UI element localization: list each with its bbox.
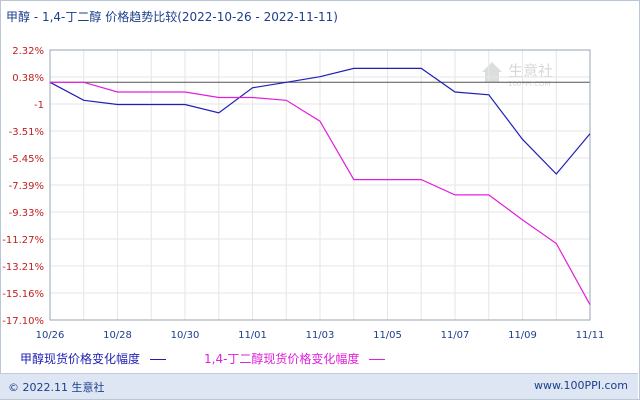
- x-tick-label: 10/26: [36, 330, 65, 341]
- watermark-house-icon: [482, 62, 502, 82]
- footer-copyright: © 2022.11 生意社: [8, 381, 105, 394]
- x-tick-label: 11/11: [576, 330, 605, 341]
- y-tick-label: -15.16%: [2, 289, 44, 300]
- y-tick-label: 0.38%: [12, 73, 44, 84]
- y-tick-label: -17.10%: [2, 316, 44, 327]
- y-tick-label: -5.45%: [9, 154, 44, 165]
- footer-bar: © 2022.11 生意社 www.100PPI.com: [0, 373, 638, 399]
- legend-swatch-bdo: [369, 359, 386, 360]
- x-tick-label: 11/03: [306, 330, 335, 341]
- legend-label-methanol: 甲醇现货价格变化幅度: [20, 352, 141, 366]
- legend-label-bdo: 1,4-丁二醇现货价格变化幅度: [204, 352, 360, 366]
- x-tick-label: 11/09: [508, 330, 537, 341]
- y-tick-label: -3.51%: [9, 127, 44, 138]
- y-tick-label: -11.27%: [2, 235, 44, 246]
- y-tick-label: -13.21%: [2, 262, 44, 273]
- watermark-subtext: 100PPI.COM: [508, 80, 551, 88]
- x-tick-label: 11/05: [373, 330, 402, 341]
- legend-item-bdo: 1,4-丁二醇现货价格变化幅度: [204, 350, 386, 367]
- y-tick-label: -7.39%: [9, 181, 44, 192]
- legend-swatch-methanol: [150, 359, 167, 360]
- series-line-bdo: [50, 81, 591, 305]
- watermark-text: 生意社: [508, 62, 553, 80]
- x-tick-label: 10/28: [103, 330, 132, 341]
- x-tick-label: 11/01: [238, 330, 267, 341]
- chart-title: 甲醇 - 1,4-丁二醇 价格趋势比较(2022-10-26 - 2022-11…: [6, 10, 338, 24]
- chart-legend: 甲醇现货价格变化幅度 1,4-丁二醇现货价格变化幅度: [0, 346, 638, 370]
- y-tick-label: 2.32%: [12, 46, 44, 57]
- y-tick-label: -9.33%: [9, 208, 44, 219]
- legend-item-methanol: 甲醇现货价格变化幅度: [20, 350, 167, 367]
- plot-area-border: [49, 49, 591, 321]
- x-tick-label: 10/30: [171, 330, 200, 341]
- x-tick-label: 11/07: [441, 330, 470, 341]
- series-line-methanol: [49, 67, 591, 175]
- y-tick-label: -1: [34, 100, 44, 111]
- footer-site-link[interactable]: www.100PPI.com: [534, 379, 628, 392]
